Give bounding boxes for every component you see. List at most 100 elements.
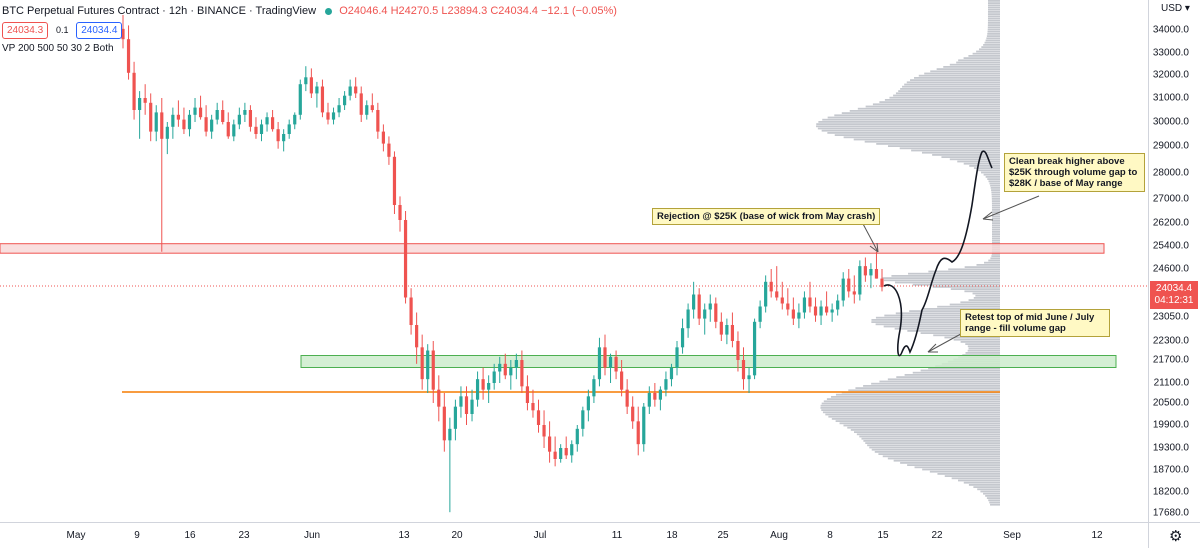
candle-body bbox=[642, 406, 646, 445]
symbol-name[interactable]: BTC Perpetual Futures Contract bbox=[2, 5, 160, 17]
volume-profile-bar bbox=[958, 479, 1000, 482]
volume-profile-bar bbox=[909, 310, 1000, 312]
volume-profile-bar bbox=[889, 96, 1000, 99]
volume-profile-bar bbox=[930, 70, 1000, 73]
volume-profile-bar bbox=[991, 195, 1000, 198]
candle-body bbox=[536, 410, 541, 425]
volume-profile-bar bbox=[951, 477, 1000, 480]
volume-profile-bar bbox=[949, 303, 1000, 306]
time-axis[interactable]: May 9 16 23 Jun 13 20 Jul 11 18 25 Aug 8 15 22 Sep 12 bbox=[0, 522, 1148, 548]
volume-profile-bar bbox=[991, 224, 1000, 227]
candle-body bbox=[559, 448, 563, 459]
candle-body bbox=[309, 77, 313, 94]
candle-body bbox=[503, 363, 507, 376]
volume-profile-bar bbox=[985, 495, 1000, 497]
volume-profile-bar bbox=[983, 44, 1000, 46]
volume-profile-bar bbox=[986, 35, 1000, 37]
volume-profile-bar bbox=[967, 349, 1000, 352]
candle-body bbox=[564, 448, 568, 456]
candle-body bbox=[586, 396, 590, 411]
volume-profile-bar bbox=[900, 88, 1000, 90]
volume-profile-bar bbox=[821, 402, 1000, 405]
volume-profile-bar bbox=[856, 433, 1000, 436]
candle-body bbox=[232, 124, 236, 137]
volume-profile-bar bbox=[987, 2, 1000, 4]
candle-body bbox=[387, 143, 391, 157]
candle-body bbox=[138, 98, 142, 110]
candle-body bbox=[198, 107, 203, 118]
volume-profile-bar bbox=[956, 61, 1000, 64]
rejection-note[interactable]: Rejection @ $25K (base of wick from May … bbox=[652, 208, 881, 225]
candle-body bbox=[664, 379, 668, 390]
volume-profile-bar bbox=[823, 400, 1000, 403]
volume-profile-bar bbox=[977, 169, 1000, 172]
candle-body bbox=[331, 112, 336, 120]
candle-body bbox=[409, 297, 413, 325]
price-tick-label: 30000.0 bbox=[1152, 116, 1189, 128]
volume-profile-bar bbox=[887, 378, 1000, 381]
candle-body bbox=[165, 126, 169, 139]
candle-body bbox=[786, 303, 790, 310]
retest-note[interactable]: Retest top of mid June / July range - fi… bbox=[960, 309, 1110, 337]
volume-profile-bar bbox=[944, 336, 1000, 339]
volume-profile-bar bbox=[991, 191, 1000, 194]
retest-note-line: range - fill volume gap bbox=[965, 323, 1066, 334]
breakout-note[interactable]: Clean break higher above $25K through vo… bbox=[1004, 153, 1145, 192]
volume-profile-bar bbox=[988, 259, 1000, 262]
price-axis[interactable]: USD ▾ 34000.0 33000.0 32000.0 31000.0 30000.… bbox=[1148, 0, 1200, 522]
price-tick-label: 31000.0 bbox=[1152, 92, 1189, 104]
gear-icon[interactable]: ⚙ bbox=[1169, 528, 1183, 545]
volume-profile-bar bbox=[991, 233, 1000, 235]
volume-profile-bar bbox=[887, 457, 1000, 460]
candle-body bbox=[270, 117, 275, 130]
candle-body bbox=[343, 95, 347, 106]
volume-profile-bar bbox=[987, 22, 1000, 24]
candle-body bbox=[802, 297, 807, 313]
market-status-icon bbox=[325, 7, 333, 15]
volume-profile-bar bbox=[991, 226, 1000, 229]
time-tick-label: 22 bbox=[931, 530, 943, 541]
chart-canvas[interactable] bbox=[0, 0, 1148, 522]
volume-profile-bar bbox=[894, 281, 1000, 284]
candle-body bbox=[381, 131, 385, 144]
candle-body bbox=[293, 114, 297, 125]
price-tick-label: 28000.0 bbox=[1152, 167, 1189, 179]
volume-profile-bar bbox=[973, 486, 1000, 488]
volume-profile-bar bbox=[841, 112, 1000, 114]
candle-body bbox=[653, 393, 657, 400]
volume-profile-bar bbox=[835, 420, 1000, 422]
candle-body bbox=[470, 399, 474, 414]
buy-button[interactable]: 24034.4 bbox=[76, 22, 123, 39]
currency-selector[interactable]: USD ▾ bbox=[1161, 3, 1190, 14]
volume-profile-bar bbox=[899, 147, 1000, 150]
interval-label[interactable]: 12h bbox=[168, 5, 188, 17]
chart-pane[interactable]: BTC Perpetual Futures Contract · 12h · B… bbox=[0, 0, 1148, 522]
candle-body bbox=[614, 356, 618, 372]
volume-profile-bar bbox=[989, 501, 1000, 504]
time-tick-label: 25 bbox=[717, 530, 729, 541]
sell-button[interactable]: 24034.3 bbox=[2, 22, 49, 39]
price-tick-label: 25400.0 bbox=[1152, 240, 1189, 252]
candle-body bbox=[221, 110, 225, 122]
price-tick-label: 19300.0 bbox=[1152, 442, 1189, 454]
volume-profile-bar bbox=[923, 308, 1000, 310]
candle-body bbox=[697, 294, 701, 319]
volume-profile-bar bbox=[987, 13, 1000, 15]
candle-body bbox=[714, 303, 718, 322]
price-tick-label: 18700.0 bbox=[1152, 464, 1189, 476]
volume-profile-bar bbox=[818, 121, 1000, 123]
time-tick-label: 18 bbox=[666, 530, 678, 541]
candle-body bbox=[204, 117, 208, 132]
current-price-label: 24034.4 bbox=[1155, 283, 1193, 294]
candle-body bbox=[852, 291, 856, 295]
volume-profile-bar bbox=[871, 448, 1000, 451]
indicator-legend[interactable]: VP 200 500 50 30 2 Both bbox=[2, 43, 114, 54]
candle-body bbox=[752, 321, 757, 376]
candle-body bbox=[282, 134, 286, 142]
volume-profile-bar bbox=[871, 321, 1000, 323]
volume-profile-bar bbox=[918, 74, 1000, 77]
volume-profile-bar bbox=[963, 481, 1000, 484]
volume-profile-bar bbox=[883, 279, 1000, 282]
candle-body bbox=[354, 86, 358, 94]
candle-body bbox=[813, 306, 818, 316]
